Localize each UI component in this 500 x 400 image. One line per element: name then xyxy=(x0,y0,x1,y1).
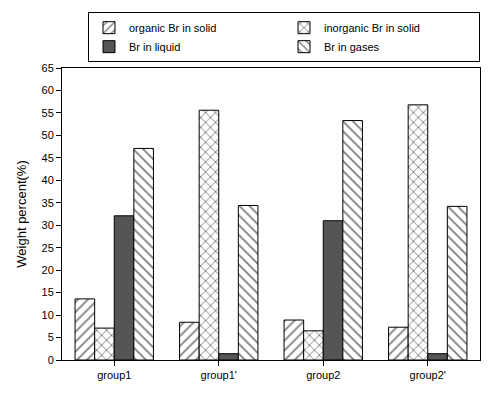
svg-text:inorganic Br in solid: inorganic Br in solid xyxy=(324,22,420,34)
svg-text:20: 20 xyxy=(42,264,54,276)
svg-text:group1': group1' xyxy=(201,369,237,381)
svg-text:25: 25 xyxy=(42,242,54,254)
svg-text:organic Br in solid: organic Br in solid xyxy=(129,22,216,34)
svg-text:40: 40 xyxy=(42,174,54,186)
svg-text:Br in liquid: Br in liquid xyxy=(129,41,180,53)
svg-text:Weight percent(%): Weight percent(%) xyxy=(14,160,29,267)
svg-text:group2: group2 xyxy=(306,369,340,381)
svg-text:45: 45 xyxy=(42,152,54,164)
svg-text:60: 60 xyxy=(42,84,54,96)
svg-text:15: 15 xyxy=(42,286,54,298)
svg-text:5: 5 xyxy=(48,331,54,343)
svg-text:35: 35 xyxy=(42,197,54,209)
svg-text:65: 65 xyxy=(42,62,54,74)
svg-text:group2': group2' xyxy=(410,369,446,381)
svg-text:50: 50 xyxy=(42,129,54,141)
svg-text:10: 10 xyxy=(42,309,54,321)
svg-text:30: 30 xyxy=(42,219,54,231)
svg-text:55: 55 xyxy=(42,107,54,119)
svg-text:group1: group1 xyxy=(97,369,131,381)
svg-text:Br in gases: Br in gases xyxy=(324,41,380,53)
svg-text:0: 0 xyxy=(48,354,54,366)
